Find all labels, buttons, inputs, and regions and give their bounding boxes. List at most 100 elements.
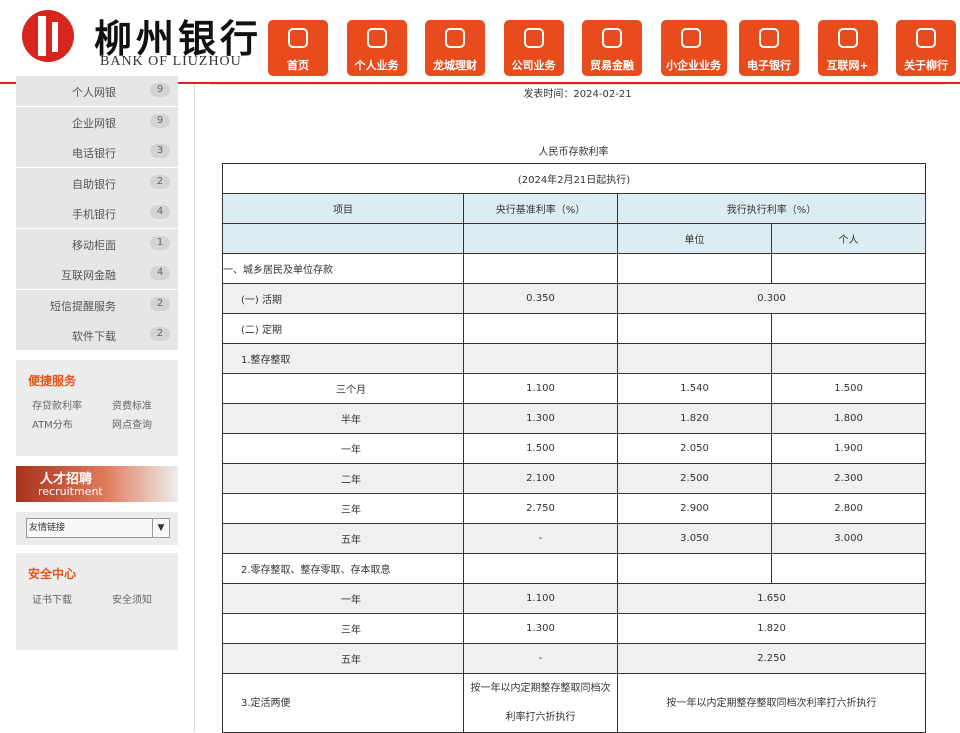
nav-label: 龙城理财 (433, 59, 477, 72)
table-cell: (一) 活期 (222, 283, 464, 314)
table-cell (770, 253, 927, 284)
header-row: 单位 个人 (222, 223, 927, 254)
menu-item[interactable]: 软件下载 2 (16, 320, 178, 351)
data-row: (一) 活期 0.350 0.300 (222, 283, 927, 314)
friend-links-select[interactable]: 友情链接 ▼ (26, 518, 170, 538)
quick-link[interactable]: 网点查询 (112, 420, 152, 431)
table-cell: 一年 (222, 583, 464, 614)
nav-item[interactable]: 小企业业务 (660, 20, 727, 76)
table-cell: 五年 (222, 643, 464, 674)
nav-label: 公司业务 (511, 59, 556, 72)
security-title: 安全中心 (28, 567, 77, 581)
rate-table: (2024年2月21日起执行) 项目 央行基准利率（%） 我行执行利率（%） 单位 个人一… (221, 163, 927, 733)
table-cell: 五年 (222, 523, 464, 554)
nav-item[interactable]: 互联网+ (817, 20, 878, 76)
table-cell: 1.820 (616, 613, 927, 644)
table-cell (463, 223, 618, 254)
table-cell: 1.820 (617, 403, 772, 434)
data-row: 三年 2.750 2.900 2.800 (222, 493, 927, 524)
nav-icon (759, 28, 779, 48)
data-row: 一年 1.500 2.050 1.900 (222, 433, 927, 464)
nav-icon (837, 28, 858, 48)
menu-name: 手机银行 (72, 208, 116, 221)
nav-item[interactable]: 电子银行 (739, 20, 799, 76)
recruit-title: 人才招聘 (40, 472, 93, 487)
menu-item[interactable]: 互联网金融 4 (16, 259, 178, 290)
table-cell: 1.500 (463, 433, 618, 464)
logo-cn: 柳州银行 (94, 16, 263, 61)
table-body: (2024年2月21日起执行) 项目 央行基准利率（%） 我行执行利率（%） 单位 个人一… (221, 163, 927, 733)
security-link[interactable]: 安全须知 (112, 595, 152, 606)
menu-count: 9 (150, 83, 170, 97)
quick-services: 便捷服务存贷款利率 资费标准 ATM分布 网点查询 (16, 360, 178, 456)
menu-count: 9 (150, 113, 170, 128)
logo-icon (22, 10, 74, 62)
table-cell: 3.050 (617, 523, 772, 554)
table-cell (770, 343, 927, 374)
menu-name: 个人网银 (72, 86, 116, 99)
table-cell: 三个月 (222, 373, 464, 404)
table-cell: 2.300 (770, 463, 927, 494)
data-row: 3.定活两便 按一年以内定期整存整取同档次利率打六折执行 按一年以内定期整存整取同档… (222, 673, 927, 733)
security-link[interactable]: 证书下载 (32, 595, 72, 606)
table-cell: 二年 (222, 463, 464, 494)
quick-link[interactable]: ATM分布 (32, 420, 73, 431)
menu-item[interactable]: 自助银行 2 (16, 167, 178, 199)
table-cell: 2.250 (616, 643, 927, 674)
data-row: 三年 1.300 1.820 (222, 613, 927, 644)
table-cell (617, 313, 772, 344)
nav-label: 电子银行 (747, 59, 791, 72)
table-cell (770, 313, 927, 344)
menu-item[interactable]: 短信提醒服务 2 (16, 289, 178, 321)
quick-link[interactable]: 资费标准 (112, 401, 152, 412)
table-cell: (2024年2月21日起执行) (221, 163, 927, 194)
table-cell: 按一年以内定期整存整取同档次利率打六折执行 (616, 673, 927, 733)
friend-links-box: 友情链接 ▼ (16, 512, 178, 545)
table-cell: 个人 (770, 223, 927, 254)
nav-item[interactable]: 贸易金融 (582, 20, 642, 76)
nav-item[interactable]: 关于柳行 (896, 20, 956, 76)
menu-item[interactable]: 企业网银 9 (16, 106, 178, 138)
menu-item[interactable]: 移动柜面 1 (16, 228, 178, 260)
table-cell: 1.整存整取 (222, 343, 464, 374)
nav-item[interactable]: 个人业务 (346, 20, 407, 76)
recruit-banner[interactable]: 人才招聘 recruitment (16, 466, 178, 502)
divider (194, 84, 195, 732)
nav-item[interactable]: 龙城理财 (425, 20, 485, 76)
quick-title: 便捷服务 (28, 374, 77, 388)
quick-link[interactable]: 存贷款利率 (32, 401, 82, 412)
table-cell (463, 313, 618, 344)
table-cell (222, 223, 464, 254)
table-cell: 一、城乡居民及单位存款 (222, 253, 464, 284)
table-cell: 0.350 (463, 283, 618, 314)
nav-item[interactable]: 公司业务 (503, 20, 564, 76)
menu-item[interactable]: 手机银行 4 (16, 198, 178, 229)
menu-name: 互联网金融 (61, 269, 116, 282)
menu-item[interactable]: 电话银行 3 (16, 137, 178, 168)
table-cell: 半年 (222, 403, 464, 434)
table-cell: 1.100 (463, 583, 618, 614)
nav-label: 贸易金融 (590, 59, 634, 72)
logo-en: BANK OF LIUZHOU (100, 54, 242, 69)
publish-time: 发表时间：2024-02-21 (523, 89, 632, 100)
menu-name: 自助银行 (72, 177, 116, 191)
data-row: 一年 1.100 1.650 (222, 583, 927, 614)
table-cell (617, 253, 772, 284)
table-cell: (二) 定期 (222, 313, 464, 344)
rule (210, 84, 945, 85)
menu-name: 短信提醒服务 (50, 299, 116, 313)
recruit-subtitle: recruitment (38, 485, 103, 498)
nav-icon (602, 28, 622, 48)
menu-count: 2 (150, 296, 170, 311)
table-cell: 2.零存整取、整存零取、存本取息 (222, 553, 464, 584)
menu-item[interactable]: 个人网银 9 (16, 76, 178, 107)
menu-name: 移动柜面 (72, 238, 116, 252)
table-cell: 2.800 (770, 493, 927, 524)
table-cell (617, 343, 772, 374)
table-cell: 我行执行利率（%） (616, 193, 927, 224)
menu-count: 3 (150, 144, 170, 158)
article-title: 人民币存款利率 (538, 147, 609, 158)
nav-item[interactable]: 首页 (268, 20, 328, 76)
menu-name: 软件下载 (72, 330, 116, 343)
